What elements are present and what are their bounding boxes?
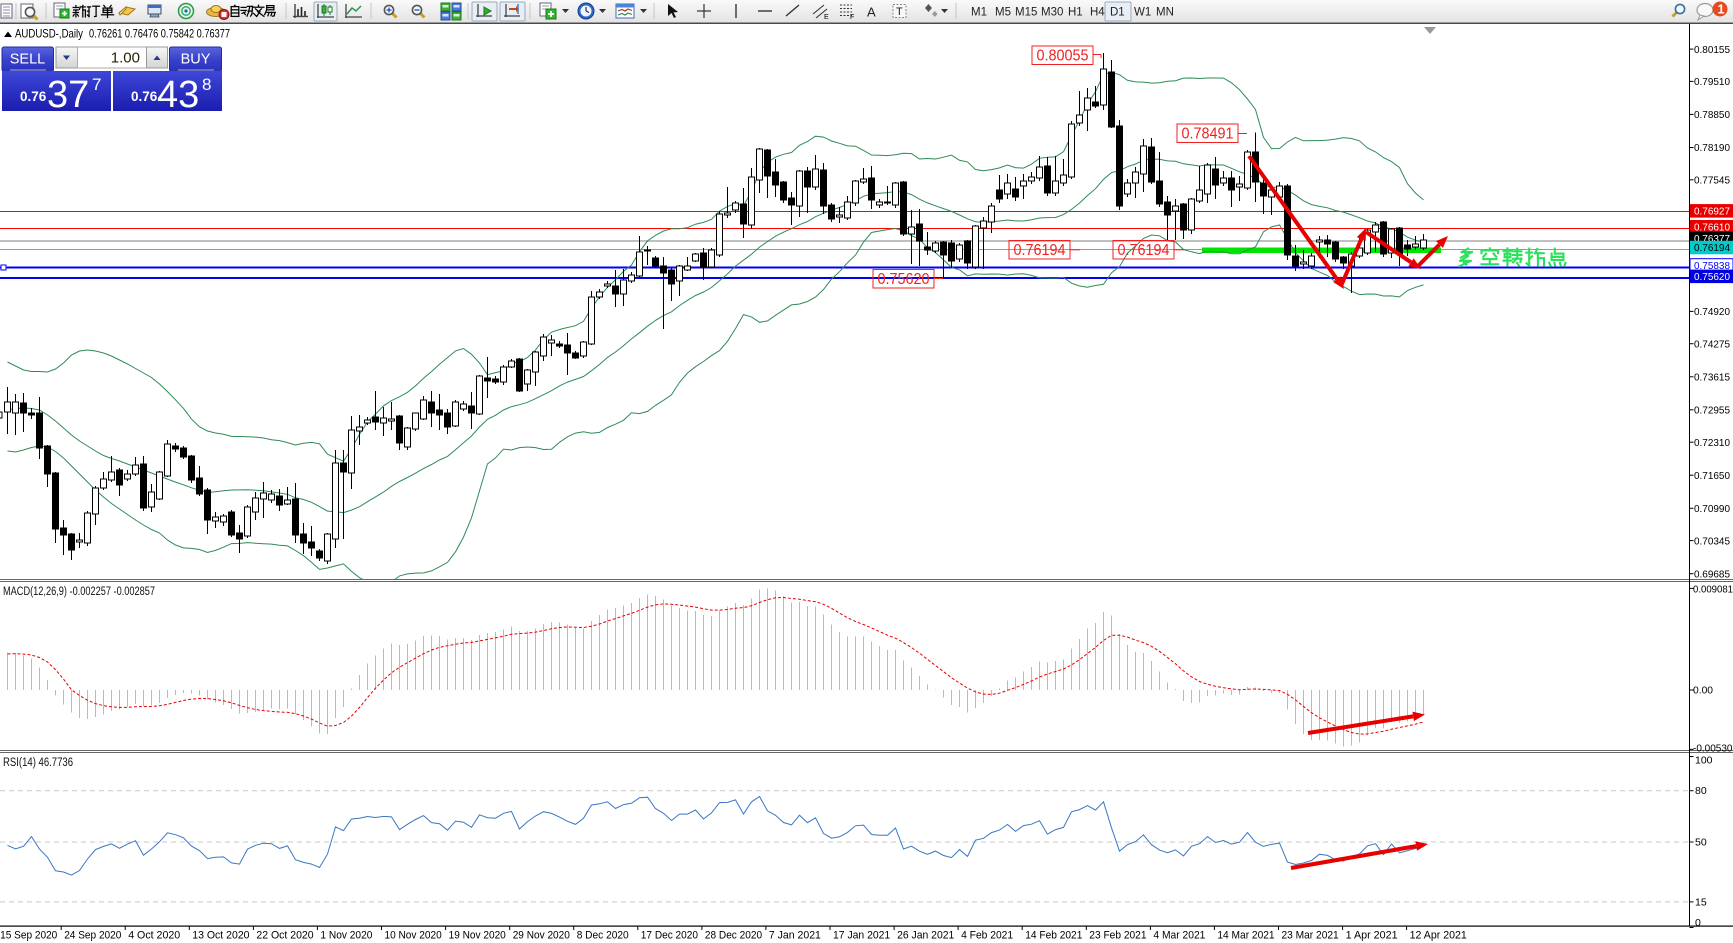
svg-text:10 Nov 2020: 10 Nov 2020	[385, 930, 442, 942]
svg-text:E: E	[824, 14, 829, 21]
svg-text:17 Dec 2020: 17 Dec 2020	[641, 930, 698, 942]
svg-text:17 Jan 2021: 17 Jan 2021	[833, 930, 890, 942]
svg-text:0.70345: 0.70345	[1694, 535, 1730, 547]
svg-text:0.75620: 0.75620	[1694, 271, 1730, 283]
svg-text:M5: M5	[995, 7, 1011, 19]
svg-text:BUY: BUY	[181, 52, 211, 68]
svg-text:A: A	[867, 5, 876, 20]
svg-text:23 Feb 2021: 23 Feb 2021	[1089, 930, 1146, 942]
svg-text:MN: MN	[1156, 7, 1174, 19]
svg-text:0.00: 0.00	[1693, 685, 1713, 697]
svg-text:0.70990: 0.70990	[1694, 503, 1730, 515]
svg-text:19 Nov 2020: 19 Nov 2020	[449, 930, 506, 942]
svg-text:7: 7	[92, 75, 101, 94]
svg-text:1 Apr 2021: 1 Apr 2021	[1346, 930, 1398, 942]
svg-text:0.78850: 0.78850	[1694, 109, 1730, 121]
svg-text:1: 1	[1718, 3, 1725, 17]
svg-text:80: 80	[1695, 785, 1707, 797]
svg-text:0: 0	[1695, 917, 1701, 929]
svg-text:0.78190: 0.78190	[1694, 142, 1730, 154]
svg-text:M1: M1	[971, 7, 987, 19]
svg-text:4 Oct 2020: 4 Oct 2020	[128, 930, 180, 942]
svg-text:W1: W1	[1134, 7, 1151, 19]
svg-text:T: T	[896, 6, 903, 18]
svg-text:23 Mar 2021: 23 Mar 2021	[1282, 930, 1339, 942]
svg-text:0.76: 0.76	[131, 89, 158, 104]
svg-text:0.76261 0.76476 0.75842 0.7637: 0.76261 0.76476 0.75842 0.76377	[89, 27, 230, 41]
svg-text:F: F	[850, 14, 854, 21]
svg-text:0.73615: 0.73615	[1694, 372, 1730, 384]
svg-text:4 Feb 2021: 4 Feb 2021	[961, 930, 1013, 942]
svg-text:0.76194: 0.76194	[1118, 242, 1170, 259]
svg-text:M15: M15	[1015, 7, 1037, 19]
svg-text:H1: H1	[1068, 7, 1083, 19]
svg-text:0.79510: 0.79510	[1694, 76, 1730, 88]
svg-text:8: 8	[202, 75, 211, 94]
svg-text:0.75620: 0.75620	[878, 271, 930, 288]
svg-text:0.76194: 0.76194	[1014, 242, 1066, 259]
svg-text:0.74920: 0.74920	[1694, 306, 1730, 318]
svg-text:22 Oct 2020: 22 Oct 2020	[256, 930, 313, 942]
svg-text:MACD(12,26,9) -0.002257 -0.002: MACD(12,26,9) -0.002257 -0.002857	[3, 586, 155, 598]
svg-text:37: 37	[47, 74, 89, 116]
svg-text:0.69685: 0.69685	[1694, 568, 1730, 580]
svg-text:0.75838: 0.75838	[1694, 260, 1730, 272]
svg-text:RSI(14) 46.7736: RSI(14) 46.7736	[3, 757, 73, 769]
svg-text:15: 15	[1695, 896, 1707, 908]
svg-text:14 Feb 2021: 14 Feb 2021	[1025, 930, 1082, 942]
svg-text:100: 100	[1695, 755, 1713, 767]
svg-text:0.80055: 0.80055	[1037, 48, 1089, 65]
svg-text:12 Apr 2021: 12 Apr 2021	[1410, 930, 1467, 942]
svg-text:0.72955: 0.72955	[1694, 405, 1730, 417]
svg-text:H4: H4	[1090, 7, 1105, 19]
svg-text:AUDUSD-,Daily: AUDUSD-,Daily	[15, 27, 83, 41]
svg-text:28 Dec 2020: 28 Dec 2020	[705, 930, 762, 942]
svg-text:4 Mar 2021: 4 Mar 2021	[1153, 930, 1205, 942]
svg-text:1 Nov 2020: 1 Nov 2020	[320, 930, 372, 942]
svg-text:26 Jan 2021: 26 Jan 2021	[897, 930, 954, 942]
svg-text:0.71650: 0.71650	[1694, 470, 1730, 482]
svg-text:0.76610: 0.76610	[1694, 221, 1730, 233]
svg-text:50: 50	[1695, 837, 1707, 849]
svg-text:SELL: SELL	[10, 52, 45, 68]
svg-text:13 Oct 2020: 13 Oct 2020	[192, 930, 249, 942]
svg-text:7 Jan 2021: 7 Jan 2021	[769, 930, 821, 942]
svg-text:8 Dec 2020: 8 Dec 2020	[577, 930, 629, 942]
svg-text:0.76927: 0.76927	[1694, 206, 1730, 218]
svg-text:0.77545: 0.77545	[1694, 175, 1730, 187]
svg-text:D1: D1	[1110, 7, 1125, 19]
svg-text:24 Sep 2020: 24 Sep 2020	[64, 930, 121, 942]
svg-text:-0.005306: -0.005306	[1693, 743, 1733, 755]
svg-text:14 Mar 2021: 14 Mar 2021	[1217, 930, 1274, 942]
svg-text:1.00: 1.00	[111, 50, 140, 67]
svg-text:0.78491: 0.78491	[1182, 126, 1234, 143]
svg-text:15 Sep 2020: 15 Sep 2020	[0, 930, 57, 942]
svg-text:M30: M30	[1041, 7, 1063, 19]
svg-text:0.74275: 0.74275	[1694, 338, 1730, 350]
svg-text:0.76194: 0.76194	[1694, 242, 1730, 254]
svg-text:0.72310: 0.72310	[1694, 437, 1730, 449]
svg-text:43: 43	[157, 74, 199, 116]
svg-text:0.009081: 0.009081	[1693, 584, 1733, 596]
svg-text:29 Nov 2020: 29 Nov 2020	[513, 930, 570, 942]
svg-text:0.80155: 0.80155	[1694, 44, 1730, 56]
svg-text:0.76: 0.76	[20, 89, 47, 104]
